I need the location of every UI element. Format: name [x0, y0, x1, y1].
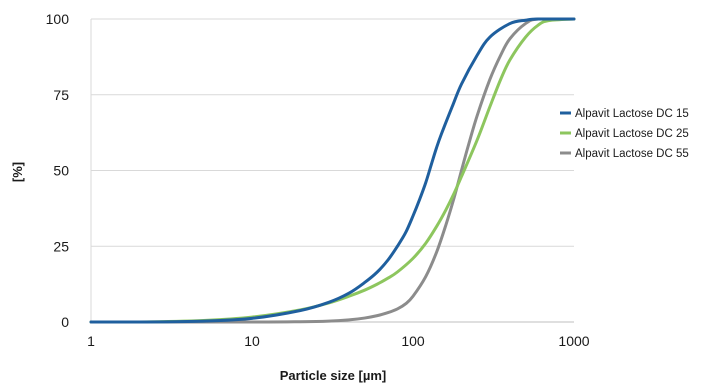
y-tick-label: 0	[61, 314, 69, 330]
tick-labels: 0 25 50 75 100 1 10 100 1000	[46, 11, 590, 349]
x-tick-label: 1	[87, 333, 95, 349]
x-tick-label: 100	[401, 333, 425, 349]
y-tick-label: 75	[53, 87, 69, 103]
legend: Alpavit Lactose DC 15 Alpavit Lactose DC …	[560, 108, 689, 160]
legend-label-2: Alpavit Lactose DC 25	[575, 128, 689, 140]
legend-label-3: Alpavit Lactose DC 55	[575, 148, 689, 160]
x-tick-label: 1000	[558, 333, 589, 349]
y-tick-label: 25	[53, 238, 69, 254]
y-tick-label: 100	[46, 11, 70, 27]
x-axis-title: Particle size [µm]	[280, 368, 386, 383]
x-tick-label: 10	[244, 333, 260, 349]
series-line-3	[89, 17, 576, 324]
grid-lines	[91, 18, 574, 247]
y-tick-label: 50	[53, 163, 69, 179]
legend-label-1: Alpavit Lactose DC 15	[575, 108, 689, 120]
series-layer	[89, 17, 576, 324]
y-axis-title: [%]	[10, 162, 25, 182]
series-line-1	[89, 17, 576, 324]
